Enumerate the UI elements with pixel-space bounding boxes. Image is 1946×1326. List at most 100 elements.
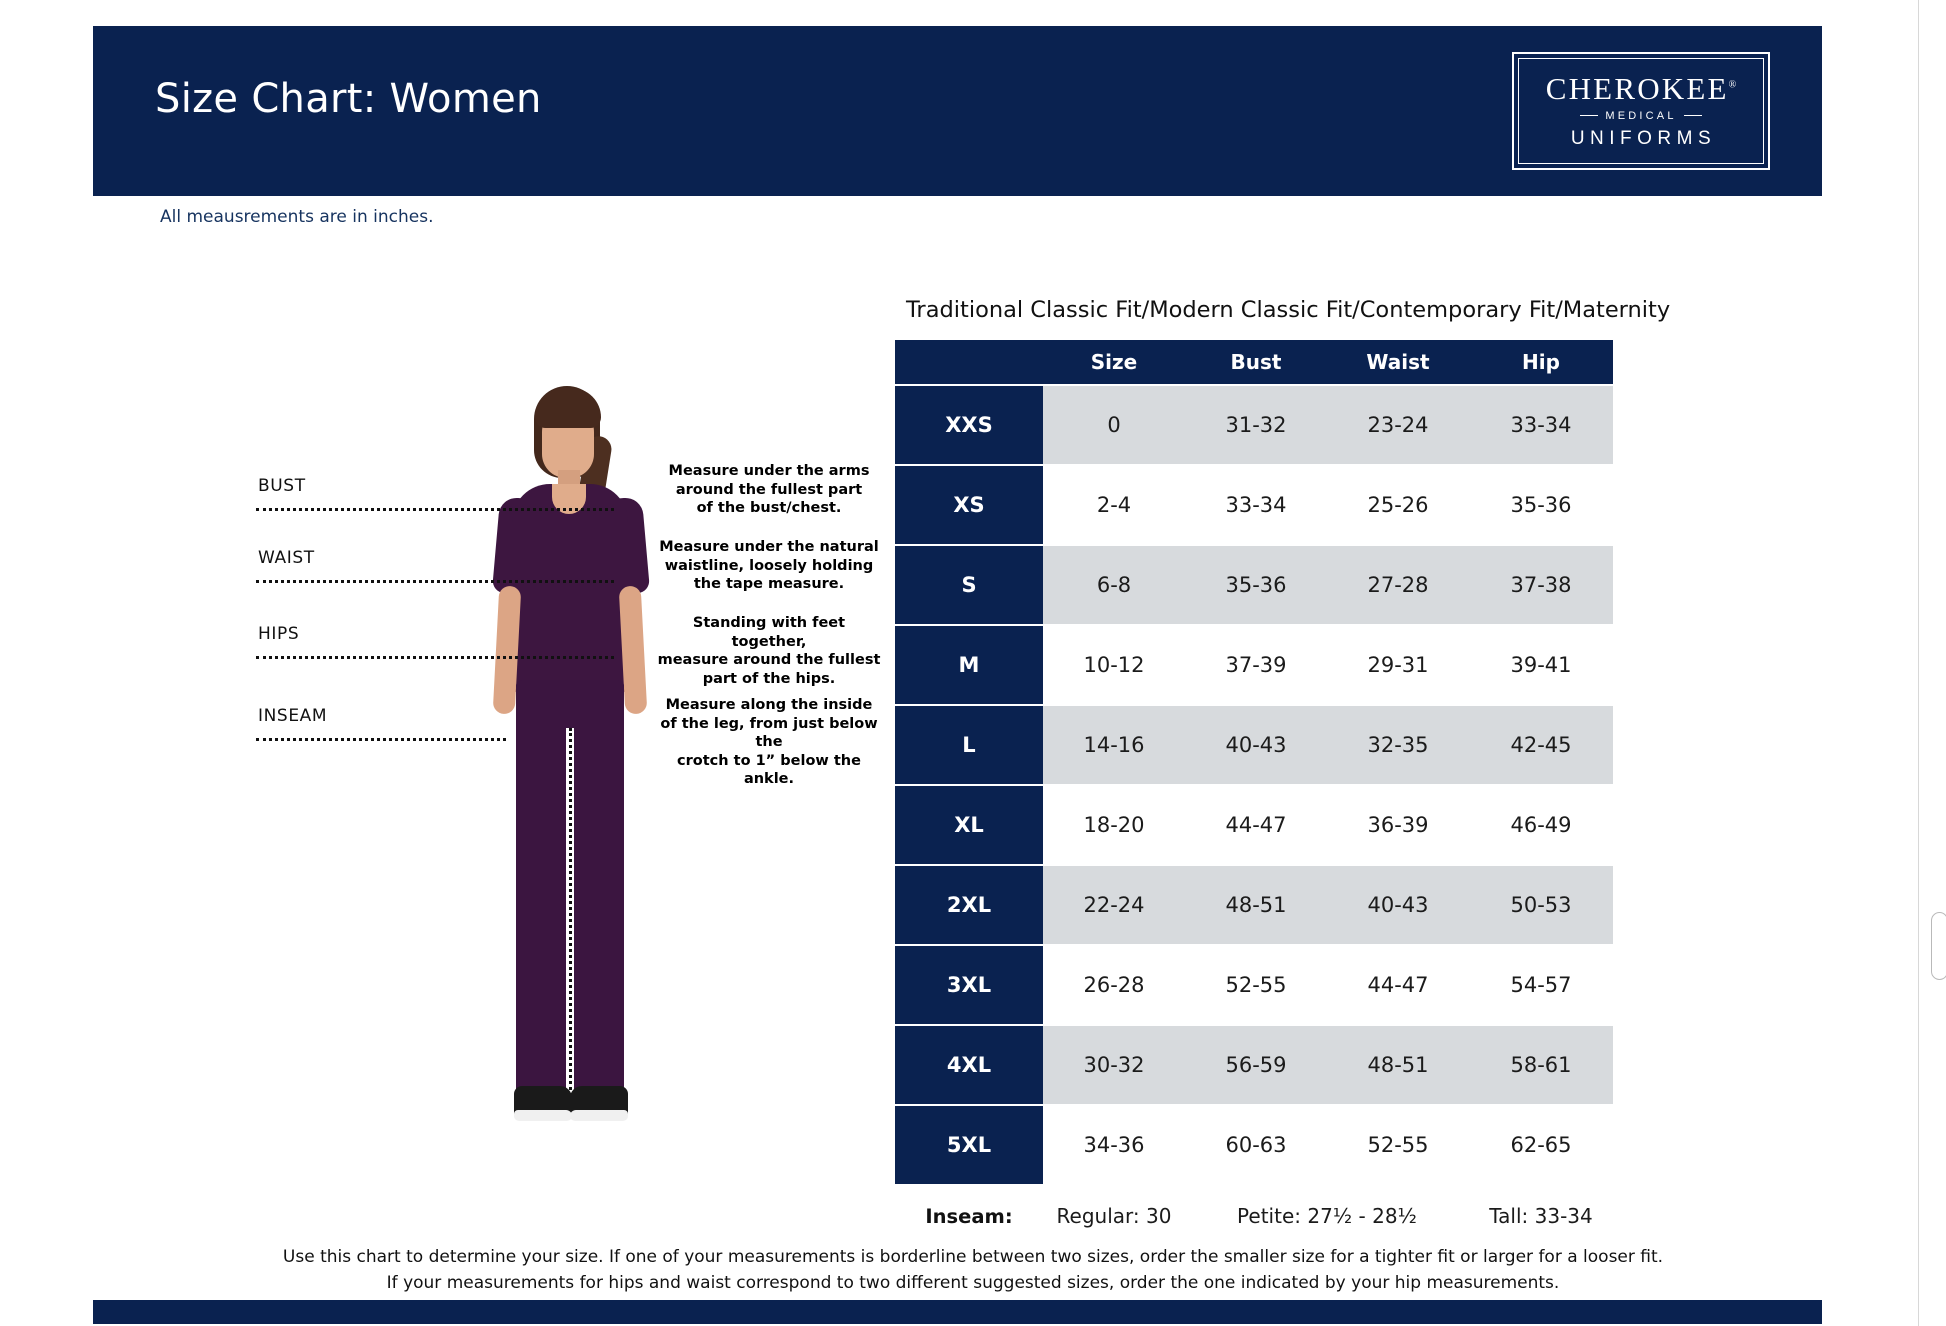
guide-label-inseam: INSEAM [258,706,328,726]
table-row: L 14-16 40-43 32-35 42-45 [895,706,1613,784]
logo-medical-row: MEDICAL [1580,109,1702,122]
cell-size: 0 [1043,386,1185,464]
cell-size: 30-32 [1043,1026,1185,1104]
guide-line-hips [256,656,614,659]
row-size-label: 5XL [895,1106,1043,1184]
model-sole-left [514,1110,572,1121]
cell-bust: 52-55 [1185,946,1327,1024]
cell-waist: 23-24 [1327,386,1469,464]
header-cell-blank [895,340,1043,384]
cell-bust: 37-39 [1185,626,1327,704]
header-bar: Size Chart: Women CHEROKEE® MEDICAL UNIF… [93,26,1822,196]
guide-line-waist [256,580,614,583]
cell-hip: 35-36 [1469,466,1613,544]
cell-size: 6-8 [1043,546,1185,624]
row-size-label: M [895,626,1043,704]
cell-waist: 29-31 [1327,626,1469,704]
guide-text-hips: Standing with feet together, measure arou… [657,615,881,687]
row-size-label: S [895,546,1043,624]
cell-bust: 60-63 [1185,1106,1327,1184]
header-cell-waist: Waist [1327,340,1469,384]
table-row: S 6-8 35-36 27-28 37-38 [895,546,1613,624]
table-footer: Inseam: Regular: 30 Petite: 27½ - 28½ Ta… [895,1186,1613,1246]
guide-label-hips: HIPS [258,624,300,644]
cell-bust: 40-43 [1185,706,1327,784]
cell-waist: 36-39 [1327,786,1469,864]
table-row: XL 18-20 44-47 36-39 46-49 [895,786,1613,864]
cell-hip: 39-41 [1469,626,1613,704]
row-size-label: XS [895,466,1043,544]
cell-hip: 46-49 [1469,786,1613,864]
guide-text-inseam: Measure along the inside of the leg, from… [660,697,878,788]
table-row: M 10-12 37-39 29-31 39-41 [895,626,1613,704]
cell-hip: 54-57 [1469,946,1613,1024]
table-row: 2XL 22-24 48-51 40-43 50-53 [895,866,1613,944]
size-chart-table: Size Bust Waist Hip XXS 0 31-32 23-24 33-34 X… [895,338,1613,1248]
cell-waist: 48-51 [1327,1026,1469,1104]
cell-waist: 52-55 [1327,1106,1469,1184]
cell-hip: 50-53 [1469,866,1613,944]
row-size-label: XXS [895,386,1043,464]
guide-label-waist: WAIST [258,548,315,568]
cell-hip: 62-65 [1469,1106,1613,1184]
cell-hip: 42-45 [1469,706,1613,784]
cell-size: 22-24 [1043,866,1185,944]
cell-bust: 56-59 [1185,1026,1327,1104]
logo-inner-frame: CHEROKEE® MEDICAL UNIFORMS [1518,58,1764,164]
cell-hip: 33-34 [1469,386,1613,464]
inseam-petite: Petite: 27½ - 28½ [1185,1186,1469,1246]
cell-bust: 48-51 [1185,866,1327,944]
table-row: 4XL 30-32 56-59 48-51 58-61 [895,1026,1613,1104]
model-hair-top [535,388,601,428]
inseam-regular: Regular: 30 [1043,1186,1185,1246]
logo-brand-text: CHEROKEE [1545,70,1729,106]
inseam-row: Inseam: Regular: 30 Petite: 27½ - 28½ Ta… [895,1186,1613,1246]
cell-waist: 32-35 [1327,706,1469,784]
table-caption: Traditional Classic Fit/Modern Classic F… [906,297,1671,323]
cell-size: 18-20 [1043,786,1185,864]
guide-text-waist: Measure under the natural waistline, loos… [659,539,879,593]
cell-waist: 40-43 [1327,866,1469,944]
cell-bust: 35-36 [1185,546,1327,624]
table-row: XS 2-4 33-34 25-26 35-36 [895,466,1613,544]
table-header-row: Size Bust Waist Hip [895,340,1613,384]
cell-waist: 27-28 [1327,546,1469,624]
guide-line-inseam [256,738,506,741]
model-sole-right [570,1110,628,1121]
cell-size: 10-12 [1043,626,1185,704]
table-row: 3XL 26-28 52-55 44-47 54-57 [895,946,1613,1024]
cherokee-logo: CHEROKEE® MEDICAL UNIFORMS [1512,52,1770,170]
logo-dash-left-icon [1580,114,1599,117]
bottom-bar [93,1300,1822,1324]
row-size-label: 4XL [895,1026,1043,1104]
scrollbar-thumb[interactable] [1931,912,1946,980]
units-note: All meausrements are in inches. [160,207,434,227]
table-body: XXS 0 31-32 23-24 33-34 XS 2-4 33-34 25-26 35-36 S… [895,386,1613,1184]
logo-uniforms-text: UNIFORMS [1570,127,1717,149]
registered-mark-icon: ® [1728,79,1737,91]
row-size-label: L [895,706,1043,784]
cell-hip: 37-38 [1469,546,1613,624]
footer-instructions: Use this chart to determine your size. I… [0,1244,1946,1297]
row-size-label: XL [895,786,1043,864]
inseam-label: Inseam: [895,1186,1043,1246]
table-row: 5XL 34-36 60-63 52-55 62-65 [895,1106,1613,1184]
page-title: Size Chart: Women [155,76,542,122]
cell-size: 14-16 [1043,706,1185,784]
cell-size: 34-36 [1043,1106,1185,1184]
footer-line-1: Use this chart to determine your size. I… [282,1247,1664,1267]
header-cell-bust: Bust [1185,340,1327,384]
row-size-label: 2XL [895,866,1043,944]
cell-bust: 33-34 [1185,466,1327,544]
logo-medical-text: MEDICAL [1605,109,1677,122]
logo-dash-right-icon [1683,114,1702,117]
inseam-tall: Tall: 33-34 [1469,1186,1613,1246]
table-row: XXS 0 31-32 23-24 33-34 [895,386,1613,464]
header-cell-size: Size [1043,340,1185,384]
model-scrub-top [512,484,628,694]
logo-brand-name: CHEROKEE® [1546,73,1737,104]
guide-line-bust [256,508,614,511]
table-header: Size Bust Waist Hip [895,340,1613,384]
cell-size: 2-4 [1043,466,1185,544]
